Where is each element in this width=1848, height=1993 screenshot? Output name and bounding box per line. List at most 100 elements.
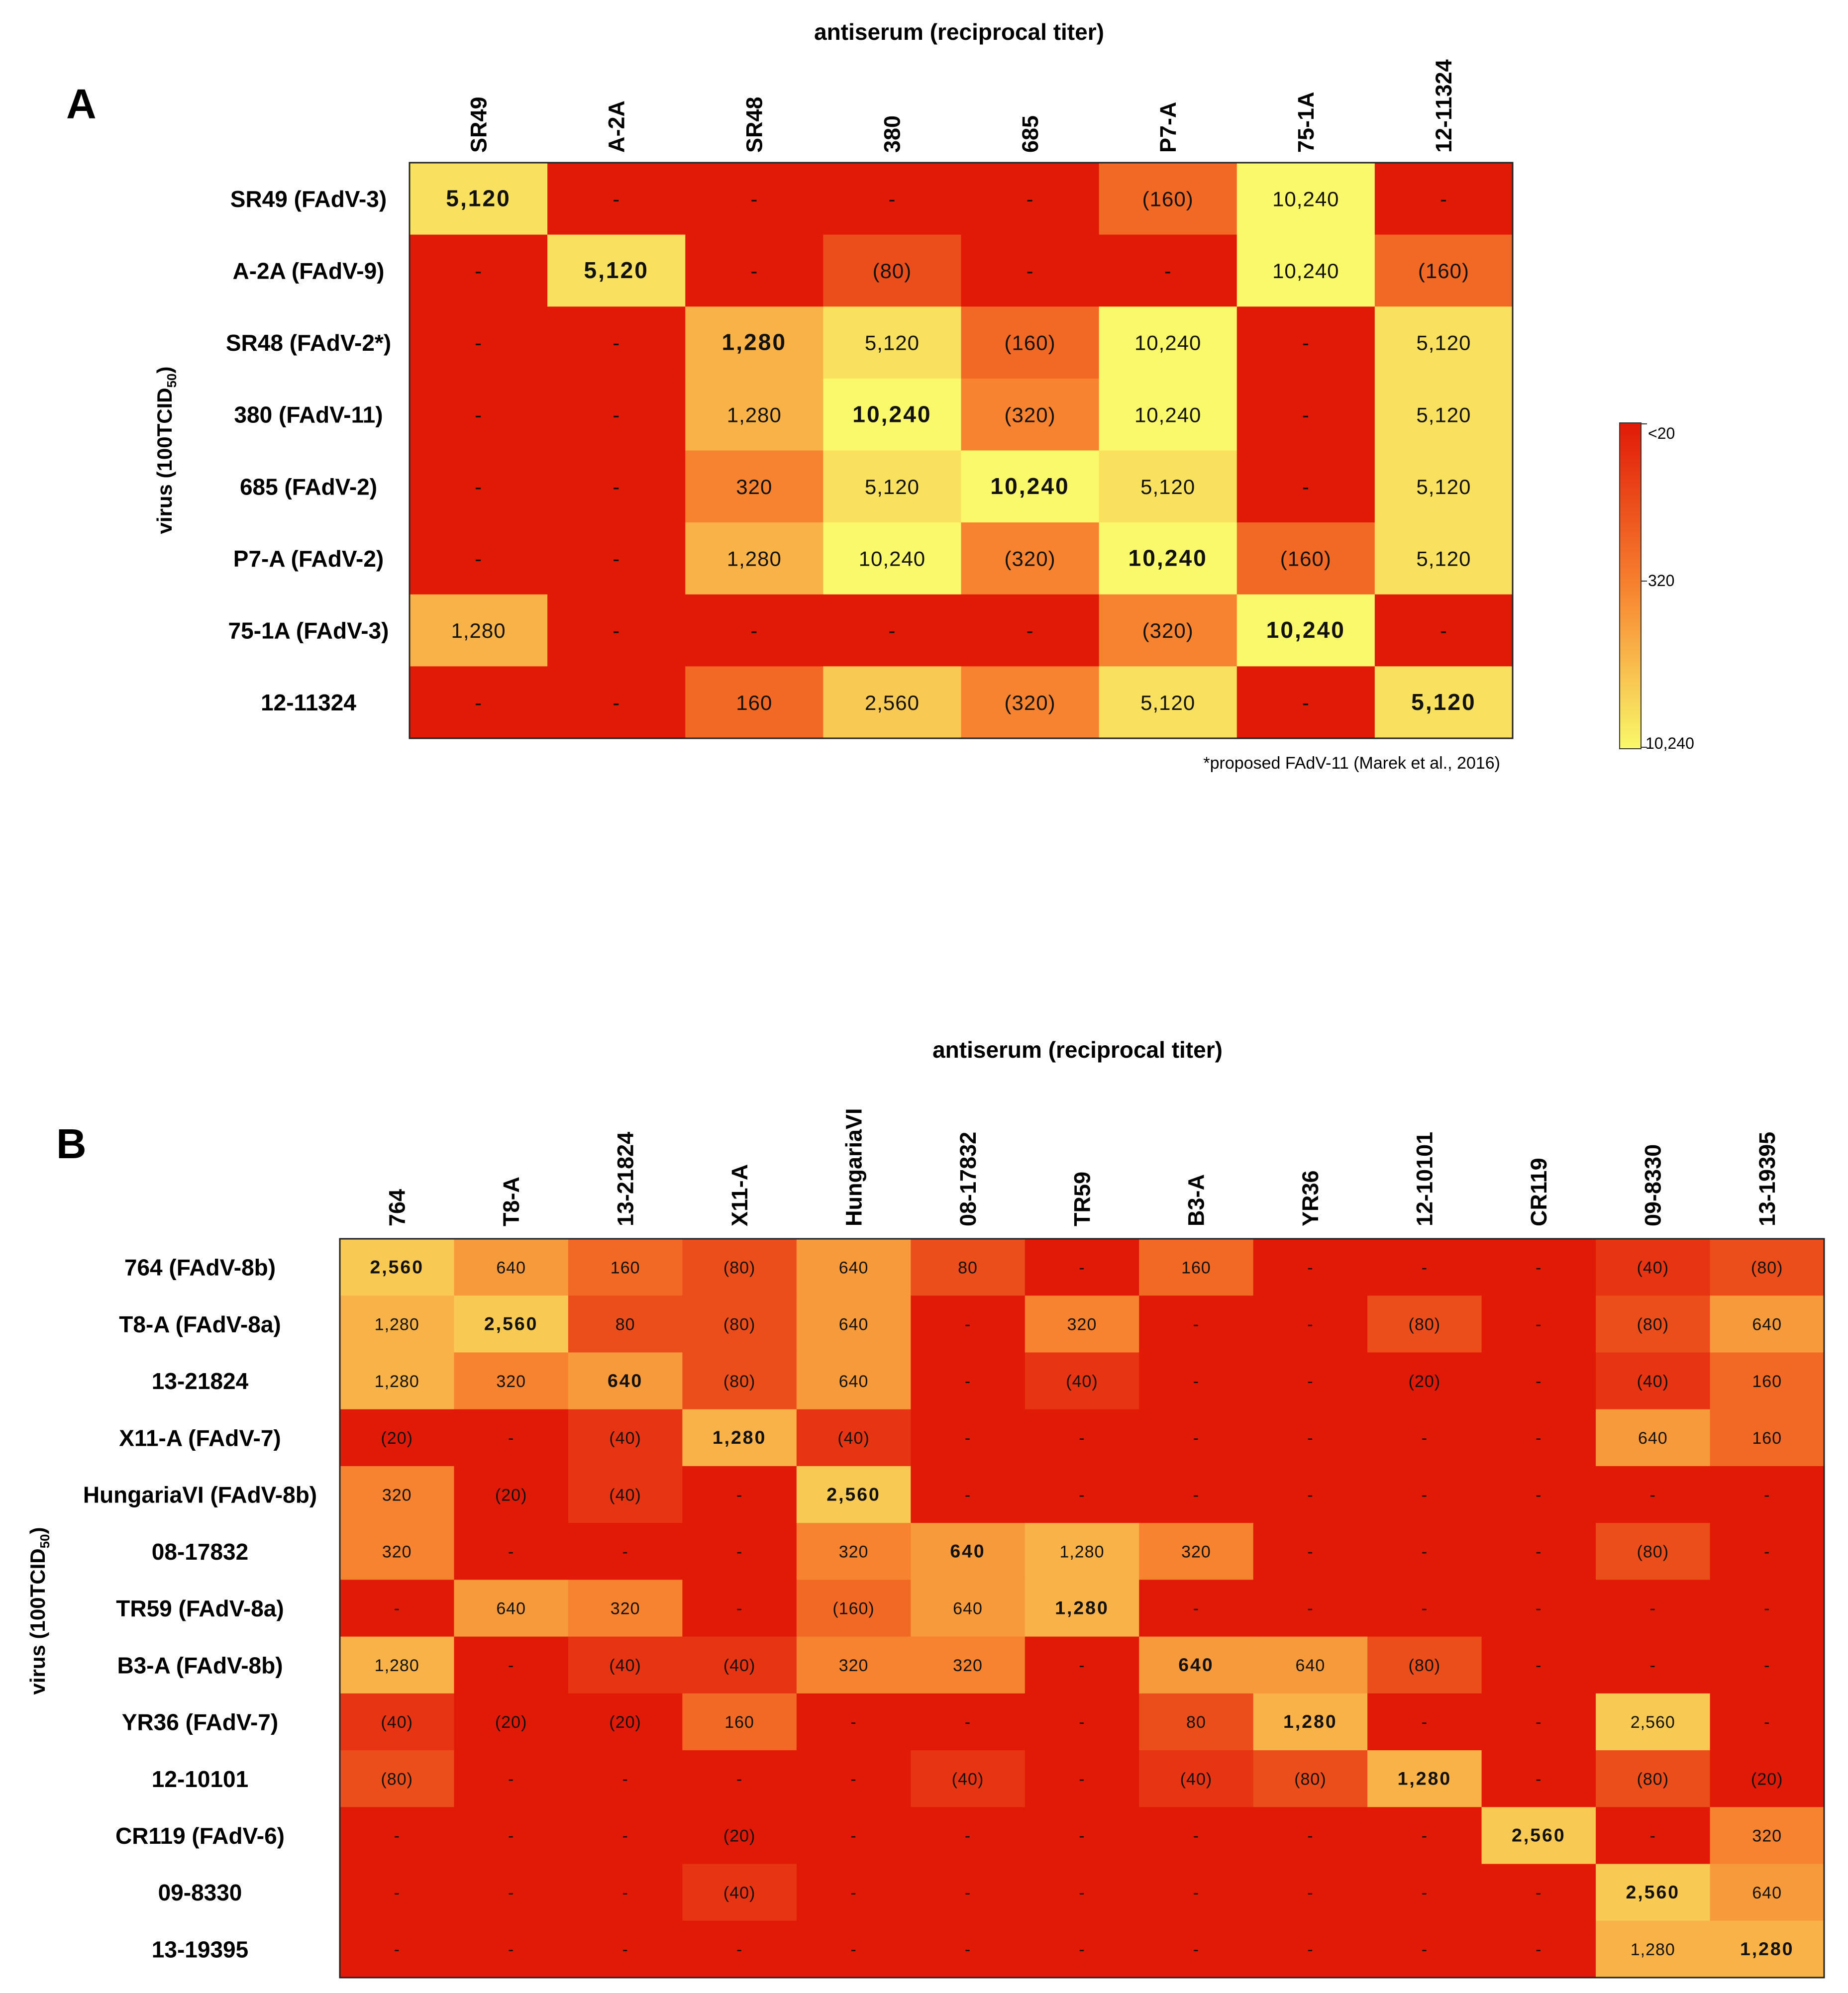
panel-b-cell xyxy=(1367,1807,1482,1865)
panel-b-cell-label: - xyxy=(1422,1543,1428,1562)
panel-b-cell xyxy=(1481,1693,1596,1751)
panel-b-cell-label: - xyxy=(1079,1884,1085,1902)
panel-b-cell-label: - xyxy=(508,1770,514,1789)
panel-b-cell xyxy=(1596,1807,1711,1865)
panel-b-cell-label: - xyxy=(394,1827,400,1846)
panel-b-cell xyxy=(340,1523,455,1580)
panel-a-cell xyxy=(410,450,548,523)
panel-b-cell-label: 2,560 xyxy=(1631,1713,1675,1732)
panel-b-cell-label: - xyxy=(850,1713,856,1732)
panel-b-cell xyxy=(1025,1239,1139,1296)
panel-a-cell xyxy=(961,234,1100,307)
panel-a-cell-label: 10,240 xyxy=(990,473,1069,499)
panel-a-cell-label: - xyxy=(888,619,896,642)
panel-b-cell xyxy=(1253,1920,1368,1978)
panel-b-cell-label: (40) xyxy=(1637,1372,1669,1391)
panel-b-cell xyxy=(1139,1295,1254,1353)
panel-a-cell xyxy=(1236,306,1375,379)
panel-b-cell-label: (20) xyxy=(495,1486,527,1504)
panel-b-cell xyxy=(340,1580,455,1637)
panel-b-cell xyxy=(911,1580,1026,1637)
panel-b-cell-label: - xyxy=(508,1543,514,1562)
panel-a-cell-label: - xyxy=(613,403,620,426)
panel-b-cell-label: (40) xyxy=(381,1713,412,1732)
panel-b-cell xyxy=(1253,1352,1368,1410)
panel-b-cell xyxy=(796,1239,911,1296)
panel-b-cell-label: (20) xyxy=(1409,1372,1440,1391)
panel-b-cell-label: - xyxy=(736,1940,742,1959)
panel-b-cell xyxy=(1710,1239,1825,1296)
panel-b-cell xyxy=(340,1409,455,1467)
panel-b-cell-label: - xyxy=(1536,1599,1541,1618)
panel-a-cell-label: 2,560 xyxy=(865,691,920,714)
panel-b-cell xyxy=(911,1523,1026,1580)
panel-b-cell-label: - xyxy=(1193,1940,1199,1959)
panel-b-cell-label: - xyxy=(965,1884,971,1902)
panel-b-cell-label: 320 xyxy=(382,1543,412,1562)
panel-b-cell-label: 160 xyxy=(1752,1429,1782,1448)
panel-a-cell xyxy=(1099,306,1237,379)
panel-b-cell xyxy=(568,1636,683,1694)
panel-b-cell-label: 80 xyxy=(616,1315,635,1334)
panel-a-cell-label: - xyxy=(1302,691,1310,714)
panel-b-row-label: 08-17832 xyxy=(152,1539,248,1565)
panel-b-cell-label: - xyxy=(394,1599,400,1618)
panel-b-cell xyxy=(340,1920,455,1978)
panel-b-cell xyxy=(1139,1636,1254,1694)
panel-b-cell xyxy=(1710,1352,1825,1410)
panel-b-cell-label: - xyxy=(1079,1827,1085,1846)
panel-b-cell xyxy=(1367,1580,1482,1637)
panel-a-cell-label: 5,120 xyxy=(584,257,649,283)
panel-a-cell-label: 5,120 xyxy=(1416,331,1471,355)
panel-b-row-label: 764 (FAdV-8b) xyxy=(124,1255,276,1281)
panel-b-cell-label: - xyxy=(1536,1429,1541,1448)
panel-a-cell xyxy=(410,234,548,307)
panel-b-cell-label: (80) xyxy=(1294,1770,1326,1789)
panel-b-cell-label: - xyxy=(1536,1543,1541,1562)
panel-b-cell-label: - xyxy=(1193,1315,1199,1334)
panel-b-cell xyxy=(1710,1750,1825,1807)
panel-b-cell xyxy=(1367,1352,1482,1410)
panel-b-cell-label: 160 xyxy=(1752,1372,1782,1391)
panel-b-cell-label: 160 xyxy=(1181,1258,1211,1277)
panel-b-cell xyxy=(682,1523,797,1580)
panel-b-cell-label: 160 xyxy=(611,1258,640,1277)
panel-b-cell-label: 320 xyxy=(839,1543,869,1562)
panel-b-cell-label: 320 xyxy=(382,1486,412,1504)
panel-b-column-label: 764 xyxy=(384,1189,410,1226)
panel-b-cell-label: 640 xyxy=(496,1258,526,1277)
panel-a-cell xyxy=(410,522,548,595)
panel-a-cell-label: 160 xyxy=(736,691,772,714)
panel-a-cell xyxy=(547,450,686,523)
panel-a-cell-label: 1,280 xyxy=(722,329,787,355)
panel-b-cell-label: - xyxy=(1193,1599,1199,1618)
panel-a-cell-label: 10,240 xyxy=(852,401,931,427)
panel-b-cell-label: - xyxy=(622,1770,628,1789)
panel-b-cell xyxy=(454,1239,569,1296)
panel-a-cell-label: 5,120 xyxy=(1416,475,1471,498)
panel-b-cell xyxy=(1139,1693,1254,1751)
panel-a-title: antiserum (reciprocal titer) xyxy=(814,19,1104,45)
panel-a-cell xyxy=(1236,234,1375,307)
panel-a-cell-label: 1,280 xyxy=(451,619,506,642)
panel-b-column-label: HungariaVI xyxy=(841,1108,866,1226)
panel-b-cell-label: 1,280 xyxy=(375,1315,419,1334)
panel-a-cell-label: - xyxy=(1164,259,1172,283)
panel-b-cell xyxy=(1710,1807,1825,1865)
panel-a-column-label: P7-A xyxy=(1155,101,1181,153)
panel-b-cell-label: - xyxy=(622,1827,628,1846)
panel-b-cell xyxy=(340,1466,455,1523)
panel-b-cell xyxy=(1596,1295,1711,1353)
panel-b-cell xyxy=(1596,1636,1711,1694)
panel-b-cell xyxy=(1367,1295,1482,1353)
panel-b-column-label: X11-A xyxy=(727,1164,752,1226)
panel-b-column-label: B3-A xyxy=(1184,1174,1209,1226)
panel-a-cell xyxy=(1099,163,1237,235)
panel-b-cell xyxy=(911,1864,1026,1921)
panel-a-cell xyxy=(1099,666,1237,739)
panel-b-cell xyxy=(796,1693,911,1751)
panel-b-cell-label: 640 xyxy=(608,1370,643,1391)
panel-b-column-label: YR36 xyxy=(1298,1170,1323,1226)
panel-b-cell-label: 2,560 xyxy=(370,1256,424,1277)
panel-b-cell-label: - xyxy=(1422,1827,1428,1846)
